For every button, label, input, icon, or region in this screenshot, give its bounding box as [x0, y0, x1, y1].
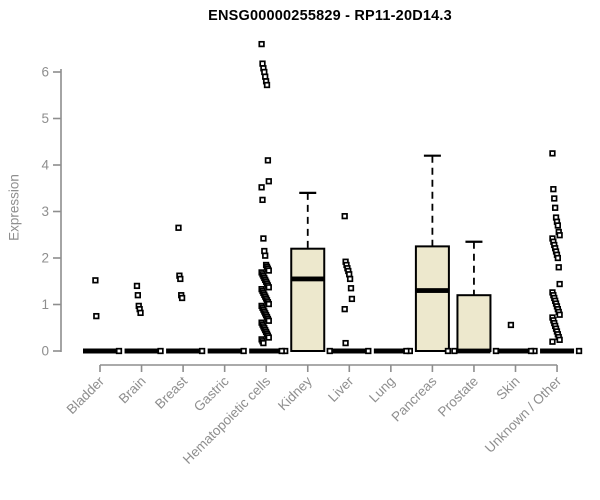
data-point: [175, 224, 182, 231]
data-point: [115, 347, 123, 355]
data-point: [198, 347, 206, 355]
collapsed-box-hematopoietic-cells: [249, 348, 284, 354]
data-point: [348, 295, 356, 303]
data-point: [265, 334, 272, 341]
box-pancreas: [414, 245, 450, 352]
data-point: [555, 264, 562, 271]
box-prostate: [456, 294, 492, 353]
data-point: [265, 317, 272, 324]
data-point: [258, 40, 265, 48]
data-point: [551, 204, 559, 211]
y-tick-label: 1: [41, 297, 49, 312]
median-line-prostate: [457, 348, 491, 354]
data-point: [575, 347, 583, 355]
data-point: [260, 339, 267, 347]
data-point: [549, 150, 556, 157]
x-category-label: Kidney: [275, 373, 315, 413]
data-point: [403, 347, 410, 355]
y-tick-label: 5: [41, 111, 49, 126]
data-point: [556, 336, 563, 343]
data-point: [134, 292, 142, 299]
x-category-label: Brain: [116, 374, 149, 407]
data-point: [451, 347, 458, 355]
data-point: [262, 252, 269, 259]
x-category-label: Lung: [366, 374, 398, 406]
data-point: [264, 157, 272, 164]
y-axis-label: Expression: [6, 174, 22, 241]
median-line-pancreas: [415, 288, 449, 293]
data-point: [492, 347, 500, 355]
data-point: [240, 347, 247, 355]
data-point: [549, 338, 556, 345]
data-point: [260, 235, 267, 242]
data-point: [507, 321, 515, 329]
data-point: [92, 277, 99, 284]
x-category-label: Prostate: [435, 374, 481, 420]
data-point: [265, 267, 272, 274]
y-tick-label: 2: [41, 251, 49, 266]
data-point: [346, 275, 354, 283]
data-point: [265, 178, 272, 185]
y-tick-label: 4: [41, 158, 49, 173]
data-point: [258, 184, 265, 191]
x-category-label: Unknown / Other: [482, 373, 565, 456]
data-point: [556, 311, 563, 318]
data-point: [177, 275, 184, 283]
collapsed-box-unknown-other: [540, 348, 575, 354]
y-tick-label: 6: [41, 65, 49, 80]
data-point: [341, 213, 348, 220]
collapsed-box-liver: [332, 348, 367, 354]
data-point: [326, 347, 333, 355]
data-point: [365, 347, 372, 355]
data-point: [444, 347, 452, 355]
collapsed-box-gastric: [207, 348, 242, 354]
data-point: [550, 186, 557, 193]
chart-title: ENSG00000255829 - RP11-20D14.3: [208, 8, 452, 24]
box-kidney: [290, 247, 326, 352]
y-tick-label: 0: [41, 344, 49, 359]
data-point: [157, 347, 164, 355]
data-point: [137, 309, 144, 317]
data-point: [265, 300, 272, 308]
x-category-label: Liver: [325, 373, 357, 405]
data-point: [554, 254, 561, 262]
data-point: [93, 312, 100, 320]
data-point: [556, 280, 563, 288]
median-line-kidney: [291, 276, 325, 282]
data-point: [259, 196, 266, 204]
data-point: [556, 232, 563, 239]
collapsed-box-brain: [124, 348, 159, 354]
data-point: [263, 81, 271, 89]
data-point: [278, 347, 285, 355]
collapsed-box-breast: [166, 348, 201, 354]
data-point: [551, 195, 558, 202]
data-point: [178, 294, 186, 302]
data-point: [527, 347, 535, 355]
x-category-label: Gastric: [191, 373, 232, 414]
collapsed-box-skin: [498, 348, 533, 354]
y-tick-label: 3: [41, 204, 49, 219]
x-category-label: Bladder: [64, 373, 108, 417]
collapsed-box-lung: [373, 348, 408, 354]
collapsed-box-bladder: [83, 348, 117, 354]
data-point: [341, 306, 348, 313]
x-category-label: Skin: [493, 374, 522, 403]
data-point: [342, 339, 349, 347]
x-category-label: Breast: [152, 373, 190, 411]
data-point: [133, 282, 141, 290]
data-point: [554, 222, 561, 229]
data-point: [347, 285, 355, 292]
x-category-label: Pancreas: [389, 373, 440, 424]
data-point: [265, 284, 272, 291]
